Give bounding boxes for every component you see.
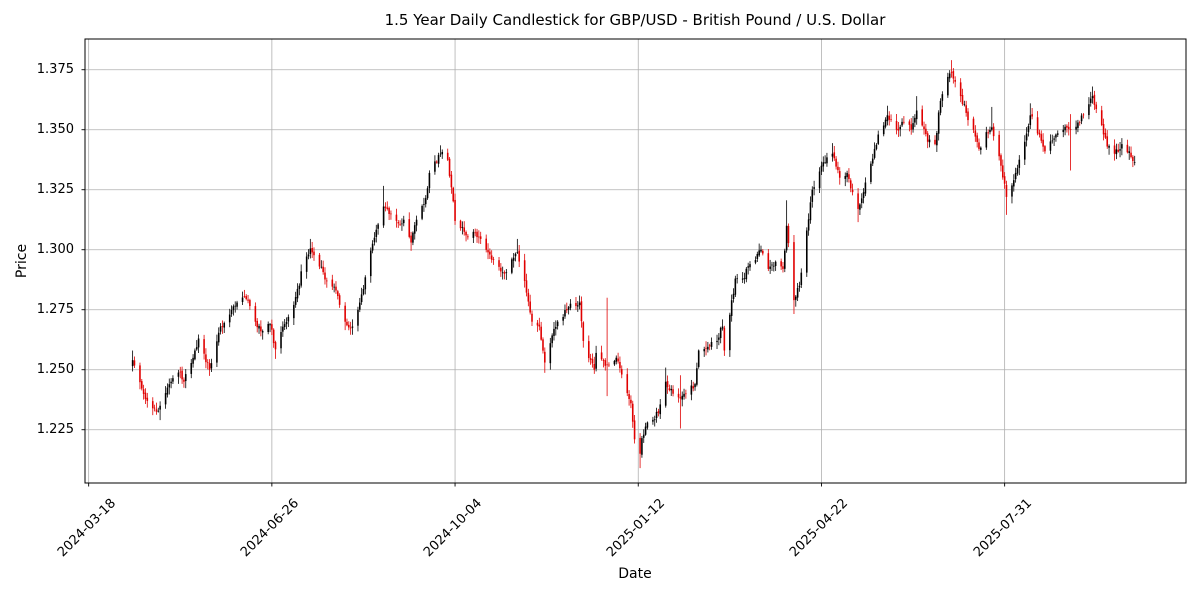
y-tick-label: 1.300: [36, 242, 74, 258]
y-tick-label: 1.275: [36, 302, 74, 318]
candles: [131, 60, 1136, 469]
y-tick-label: 1.225: [36, 422, 74, 438]
y-tick-label: 1.325: [36, 182, 74, 198]
y-tick-label: 1.250: [36, 362, 74, 378]
grid-lines: [85, 39, 1186, 483]
chart-title: 1.5 Year Daily Candlestick for GBP/USD -…: [384, 11, 886, 29]
axis-ticks: [81, 69, 1006, 487]
y-tick-label: 1.350: [36, 122, 74, 138]
y-tick-label: 1.375: [36, 62, 74, 78]
x-axis-label: Date: [618, 566, 652, 582]
plot-frame: [84, 38, 1187, 484]
